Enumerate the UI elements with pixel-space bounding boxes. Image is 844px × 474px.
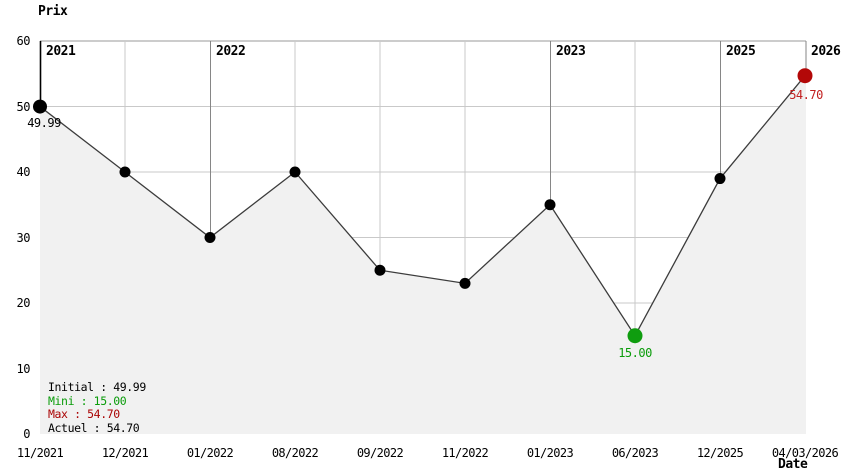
data-point-max bbox=[797, 68, 813, 84]
data-point bbox=[459, 277, 471, 289]
legend-actuel: Actuel : 54.70 bbox=[48, 421, 140, 435]
legend-max: Max : 54.70 bbox=[48, 407, 120, 421]
data-point bbox=[204, 232, 216, 243]
data-point bbox=[289, 166, 301, 178]
x-axis-title: Date bbox=[778, 457, 808, 472]
year-label: 2021 bbox=[46, 44, 76, 59]
x-axis-label: 06/2023 bbox=[611, 446, 659, 460]
y-axis-tick: 60 bbox=[16, 34, 31, 48]
year-label: 2025 bbox=[726, 44, 756, 59]
y-axis-tick: 10 bbox=[16, 362, 31, 376]
legend-initial: Initial : 49.99 bbox=[48, 380, 146, 394]
x-axis-label: 08/2022 bbox=[271, 446, 319, 460]
price-line bbox=[39, 75, 806, 338]
year-label: 2026 bbox=[811, 44, 841, 59]
data-point bbox=[374, 264, 386, 276]
legend-mini: Mini : 15.00 bbox=[48, 394, 127, 408]
x-axis-label: 01/2022 bbox=[186, 446, 234, 460]
y-axis-title: Prix bbox=[38, 4, 68, 19]
x-axis-label: 11/2021 bbox=[16, 446, 64, 460]
y-axis-tick: 30 bbox=[16, 231, 31, 245]
data-point-initial bbox=[33, 99, 47, 114]
point-label-initial: 49.99 bbox=[27, 116, 61, 130]
x-axis-label: 04/03/2026 bbox=[771, 446, 839, 460]
y-axis-tick: 0 bbox=[23, 427, 30, 441]
year-label: 2023 bbox=[556, 44, 586, 59]
x-axis-label: 01/2023 bbox=[526, 446, 574, 460]
y-axis-tick: 20 bbox=[16, 296, 31, 310]
data-point-min bbox=[627, 328, 643, 344]
area-fill bbox=[40, 75, 806, 434]
point-label-min: 15.00 bbox=[618, 346, 652, 360]
data-point bbox=[714, 173, 726, 185]
point-label-max: 54.70 bbox=[789, 88, 823, 102]
x-axis-label: 12/2021 bbox=[101, 446, 149, 460]
y-axis-tick: 50 bbox=[16, 100, 31, 114]
data-point bbox=[544, 199, 556, 211]
x-axis-label: 11/2022 bbox=[441, 446, 489, 460]
year-label: 2022 bbox=[216, 44, 246, 59]
y-axis-tick: 40 bbox=[16, 165, 31, 179]
x-axis-label: 09/2022 bbox=[356, 446, 404, 460]
x-axis-label: 12/2025 bbox=[696, 446, 744, 460]
data-point bbox=[119, 166, 131, 178]
